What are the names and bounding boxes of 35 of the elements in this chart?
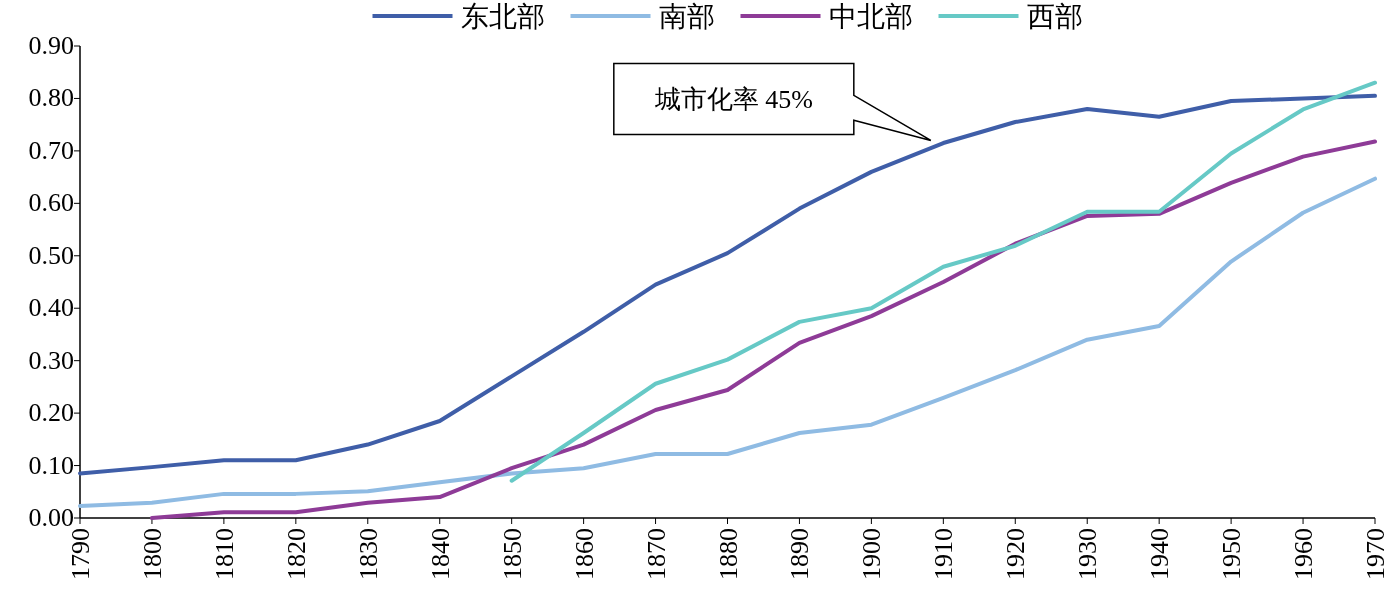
y-tick-label: 0.30	[28, 345, 74, 375]
y-tick-label: 0.40	[28, 293, 74, 323]
line-series	[509, 80, 1377, 483]
x-tick-label: 1820	[281, 528, 311, 580]
x-tick-label: 1860	[569, 528, 599, 580]
x-tick-label: 1920	[1001, 528, 1031, 580]
line-series	[149, 139, 1377, 520]
x-tick-label: 1930	[1073, 528, 1103, 580]
y-tick-label: 0.20	[28, 398, 74, 428]
x-tick-label: 1850	[497, 528, 527, 580]
x-tick-label: 1950	[1217, 528, 1247, 580]
line-series	[78, 176, 1377, 508]
x-tick-label: 1970	[1361, 528, 1386, 580]
y-tick-label: 0.10	[28, 450, 74, 480]
legend-label: 中北部	[828, 1, 913, 32]
x-tick-label: 1830	[353, 528, 383, 580]
legend-label: 南部	[658, 1, 715, 32]
x-tick-label: 1810	[209, 528, 239, 580]
y-tick-label: 0.60	[28, 188, 74, 218]
y-tick-label: 0.80	[28, 83, 74, 113]
x-tick-label: 1940	[1145, 528, 1175, 580]
x-tick-label: 1800	[137, 528, 167, 580]
y-tick-label: 0.70	[28, 135, 74, 165]
y-tick-label: 0.50	[28, 240, 74, 270]
x-tick-label: 1960	[1289, 528, 1319, 580]
y-tick-label: 0.90	[28, 31, 74, 60]
legend-label: 西部	[1026, 1, 1083, 32]
x-tick-label: 1900	[857, 528, 887, 580]
x-tick-label: 1840	[425, 528, 455, 580]
legend-label: 东北部	[460, 1, 545, 32]
annotation: 城市化率 45%	[653, 84, 813, 114]
x-tick-label: 1890	[785, 528, 815, 580]
x-tick-label: 1910	[929, 528, 959, 580]
x-tick-label: 1870	[641, 528, 671, 580]
x-tick-label: 1880	[713, 528, 743, 580]
